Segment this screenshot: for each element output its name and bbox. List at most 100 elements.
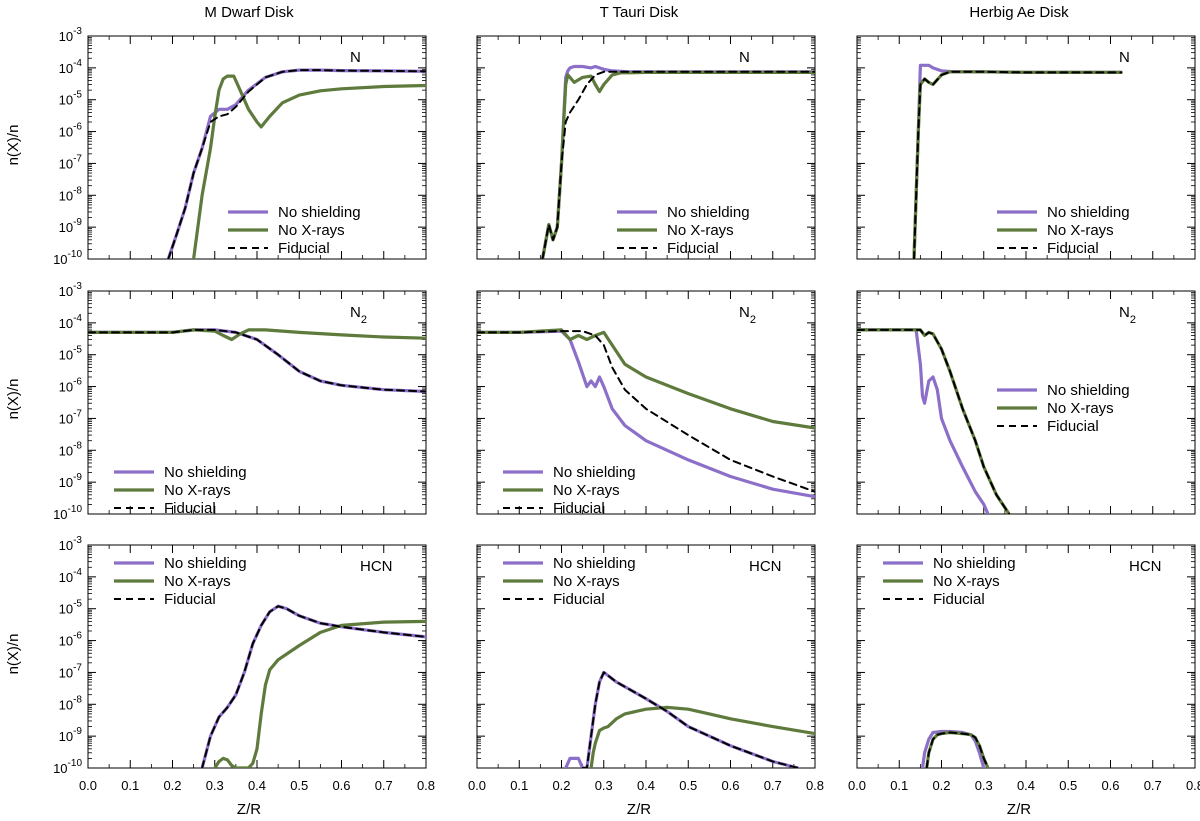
series-group <box>857 328 1011 514</box>
legend-label-fiducial: Fiducial <box>933 591 985 608</box>
x-tick-label: 0.4 <box>248 778 266 793</box>
x-tick-label: 0.7 <box>764 778 782 793</box>
species-label: N2 <box>350 304 367 326</box>
series-line-fiducial <box>857 328 1011 514</box>
x-tick-label: 0.4 <box>1017 778 1035 793</box>
x-tick-label: 0.8 <box>1186 778 1200 793</box>
x-axis-labels: Z/R Z/R Z/R <box>237 801 1031 818</box>
y-axis-labels: n(X)/n n(X)/n n(X)/n <box>5 125 22 675</box>
series-group <box>540 64 815 259</box>
x-tick-label: 0.1 <box>121 778 139 793</box>
legend-label-no-xrays: No X-rays <box>933 573 1000 590</box>
panel-hcn-col-1: 10-10 10-9 10-8 10-7 10-6 10-5 10-4 10-3 0.0 0.1 0… <box>53 535 435 793</box>
panels: 10-10 10-9 10-8 10-7 10-6 10-5 10-4 10-3 N No shi… <box>53 26 1200 793</box>
x-axis-label-col-1: Z/R <box>237 801 261 818</box>
species-label: N <box>1119 49 1130 66</box>
y-tick-label: 10-4 <box>59 313 83 331</box>
y-tick-label: 10-10 <box>53 249 82 267</box>
x-tick-label: 0.7 <box>1144 778 1162 793</box>
legend-label-no-shielding: No shielding <box>933 555 1016 572</box>
x-tick-label: 0.7 <box>375 778 393 793</box>
x-tick-label: 0.6 <box>332 778 350 793</box>
y-tick-label: 10-7 <box>59 408 83 426</box>
plot-frame <box>476 544 816 769</box>
legend-label-no-shielding: No shielding <box>278 204 361 221</box>
series-group <box>88 328 426 394</box>
legend-label-no-xrays: No X-rays <box>164 482 231 499</box>
series-line-no-xrays <box>213 619 426 768</box>
y-tick-label: 10-9 <box>59 726 83 744</box>
y-tick-label: 10-7 <box>59 662 83 680</box>
x-tick-label: 0.3 <box>595 778 613 793</box>
x-tick-label: 0.6 <box>1101 778 1119 793</box>
x-axis-label-col-2: Z/R <box>627 801 651 818</box>
x-tick-label: 0.5 <box>1059 778 1077 793</box>
series-line-fiducial <box>167 69 426 259</box>
species-label: HCN <box>1129 558 1162 575</box>
species-label: N2 <box>739 304 756 326</box>
series-group <box>564 670 815 768</box>
y-tick-label: 10-10 <box>53 758 82 776</box>
species-label: HCN <box>360 558 393 575</box>
series-group <box>920 729 990 768</box>
series-line-fiducial <box>913 70 1123 259</box>
series-line-fiducial <box>477 330 815 493</box>
column-title-t-tauri: T Tauri Disk <box>600 4 679 21</box>
y-tick-label: 10-8 <box>59 440 83 458</box>
y-tick-label: 10-4 <box>59 567 83 585</box>
legend-label-no-xrays: No X-rays <box>553 482 620 499</box>
legend-label-no-xrays: No X-rays <box>667 222 734 239</box>
x-tick-label: 0.8 <box>806 778 824 793</box>
species-label: N2 <box>1119 304 1136 326</box>
x-tick-label: 0.0 <box>79 778 97 793</box>
series-line-no-xrays <box>857 328 1011 514</box>
series-line-fiducial <box>88 328 426 393</box>
y-tick-label: 10-3 <box>59 26 83 44</box>
y-tick-label: 10-6 <box>59 377 83 395</box>
x-tick-label: 0.0 <box>848 778 866 793</box>
y-tick-label: 10-8 <box>59 185 83 203</box>
species-label: N <box>739 49 750 66</box>
x-tick-label: 0.6 <box>721 778 739 793</box>
legend-label-fiducial: Fiducial <box>1047 418 1099 435</box>
legend-label-no-shielding: No shielding <box>553 555 636 572</box>
series-group <box>477 328 815 499</box>
legend-label-no-shielding: No shielding <box>1047 204 1130 221</box>
plot-frame <box>476 290 816 515</box>
y-tick-label: 10-10 <box>53 504 82 522</box>
legend-label-no-xrays: No X-rays <box>553 573 620 590</box>
series-line-fiducial <box>925 731 989 768</box>
x-tick-label: 0.1 <box>510 778 528 793</box>
y-tick-label: 10-9 <box>59 472 83 490</box>
species-label: N <box>350 49 361 66</box>
legend-label-fiducial: Fiducial <box>553 500 605 517</box>
legend-label-no-xrays: No X-rays <box>164 573 231 590</box>
series-group <box>200 604 426 768</box>
series-group <box>166 68 426 259</box>
legend-label-fiducial: Fiducial <box>553 591 605 608</box>
y-tick-label: 10-5 <box>59 345 83 363</box>
x-tick-label: 0.5 <box>679 778 697 793</box>
x-tick-label: 0.2 <box>163 778 181 793</box>
column-title-m-dwarf: M Dwarf Disk <box>204 4 294 21</box>
plot-frame <box>856 544 1196 769</box>
legend-label-no-shielding: No shielding <box>164 464 247 481</box>
y-tick-label: 10-8 <box>59 694 83 712</box>
plot-frame <box>856 290 1196 515</box>
x-tick-label: 0.2 <box>552 778 570 793</box>
panel-hcn-col-3: 0.0 0.1 0.2 0.3 0.4 0.5 0.6 0.7 0.8 HCN No shieldi… <box>848 544 1200 793</box>
x-tick-label: 0.4 <box>637 778 655 793</box>
x-tick-label: 0.8 <box>417 778 435 793</box>
series-line-fiducial <box>541 70 815 259</box>
x-tick-label: 0.3 <box>206 778 224 793</box>
column-title-herbig-ae: Herbig Ae Disk <box>969 4 1069 21</box>
y-tick-label: 10-5 <box>59 90 83 108</box>
y-tick-label: 10-7 <box>59 153 83 171</box>
